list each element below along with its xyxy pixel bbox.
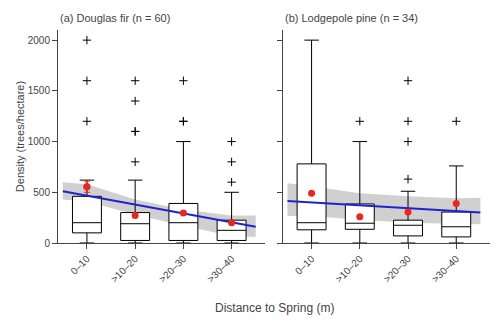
- svg-text:1000: 1000: [28, 136, 51, 147]
- svg-text:Distance to Spring (m): Distance to Spring (m): [215, 301, 334, 315]
- svg-text:>10–20: >10–20: [109, 253, 141, 285]
- svg-text:500: 500: [33, 187, 50, 198]
- svg-text:>20–30: >20–30: [157, 253, 189, 285]
- svg-text:(b) Lodgepole pine (n = 34): (b) Lodgepole pine (n = 34): [285, 12, 418, 24]
- svg-text:0: 0: [44, 238, 50, 249]
- svg-text:>30–40: >30–40: [430, 253, 462, 285]
- svg-text:1500: 1500: [28, 85, 51, 96]
- svg-text:>30–40: >30–40: [205, 253, 237, 285]
- svg-text:(a) Douglas fir (n = 60): (a) Douglas fir (n = 60): [60, 12, 170, 24]
- svg-text:2000: 2000: [28, 35, 51, 46]
- svg-text:>10–20: >10–20: [333, 253, 365, 285]
- svg-text:0–10: 0–10: [293, 253, 317, 277]
- svg-text:>20–30: >20–30: [381, 253, 413, 285]
- svg-text:0–10: 0–10: [68, 253, 92, 277]
- svg-text:Density (trees/hectare): Density (trees/hectare): [14, 81, 26, 192]
